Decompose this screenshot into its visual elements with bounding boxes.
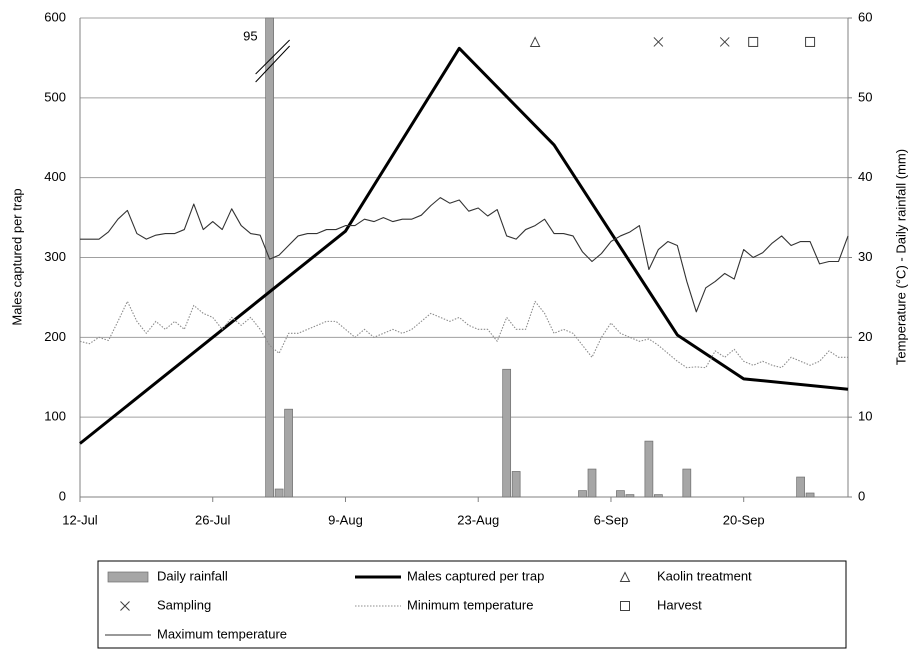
y2-tick-label: 40 bbox=[858, 169, 872, 184]
marker-square bbox=[748, 36, 759, 47]
bar bbox=[805, 492, 815, 498]
y2-tick-label: 0 bbox=[858, 488, 865, 503]
legend-box bbox=[97, 560, 847, 649]
y-tick-label: 400 bbox=[44, 169, 66, 184]
line bbox=[79, 46, 849, 445]
marker-x bbox=[653, 37, 664, 47]
legend-swatch bbox=[120, 601, 130, 611]
marker-x bbox=[719, 37, 730, 47]
legend-label: Maximum temperature bbox=[157, 626, 287, 641]
legend-label: Daily rainfall bbox=[157, 568, 228, 583]
legend-swatch bbox=[619, 571, 631, 582]
axis-break bbox=[255, 39, 290, 75]
line bbox=[80, 197, 849, 313]
y2-tick-label: 60 bbox=[858, 9, 872, 24]
y2-tick-label: 50 bbox=[858, 89, 872, 104]
bar bbox=[274, 488, 284, 498]
data-label: 95 bbox=[243, 28, 257, 43]
bar bbox=[654, 494, 663, 498]
x-tick-label: 26-Jul bbox=[195, 512, 231, 527]
legend-label: Kaolin treatment bbox=[657, 568, 752, 583]
y-axis-title: Males captured per trap bbox=[9, 188, 24, 325]
bar bbox=[616, 490, 625, 498]
legend-label: Minimum temperature bbox=[407, 597, 533, 612]
y-tick-label: 300 bbox=[44, 249, 66, 264]
x-tick-label: 23-Aug bbox=[457, 512, 499, 527]
y-tick-label: 100 bbox=[44, 409, 66, 424]
bar bbox=[625, 494, 635, 498]
bar bbox=[682, 468, 692, 498]
marker-square bbox=[805, 36, 816, 47]
y2-tick-label: 20 bbox=[858, 329, 872, 344]
bar bbox=[502, 368, 512, 498]
x-tick-label: 9-Aug bbox=[328, 512, 363, 527]
y2-axis-title: Temperature (°C) - Daily rainfall (mm) bbox=[893, 149, 908, 365]
y-tick-label: 200 bbox=[44, 329, 66, 344]
bar bbox=[796, 476, 805, 498]
bar bbox=[587, 468, 597, 498]
legend-swatch bbox=[107, 571, 149, 583]
y2-tick-label: 10 bbox=[858, 409, 872, 424]
y2-tick-label: 30 bbox=[858, 249, 872, 264]
legend-label: Males captured per trap bbox=[407, 568, 544, 583]
bar bbox=[644, 440, 654, 498]
bar bbox=[511, 471, 521, 498]
x-tick-label: 12-Jul bbox=[62, 512, 98, 527]
x-tick-label: 6-Sep bbox=[594, 512, 629, 527]
legend-label: Sampling bbox=[157, 597, 211, 612]
y-tick-label: 500 bbox=[44, 89, 66, 104]
y-tick-label: 0 bbox=[59, 488, 66, 503]
legend-label: Harvest bbox=[657, 597, 702, 612]
line bbox=[79, 300, 848, 369]
bar bbox=[578, 490, 587, 498]
x-tick-label: 20-Sep bbox=[723, 512, 765, 527]
y-tick-label: 600 bbox=[44, 9, 66, 24]
legend-swatch bbox=[620, 601, 630, 611]
bar bbox=[284, 408, 293, 498]
marker-triangle bbox=[529, 36, 541, 47]
axis-break bbox=[255, 45, 290, 83]
